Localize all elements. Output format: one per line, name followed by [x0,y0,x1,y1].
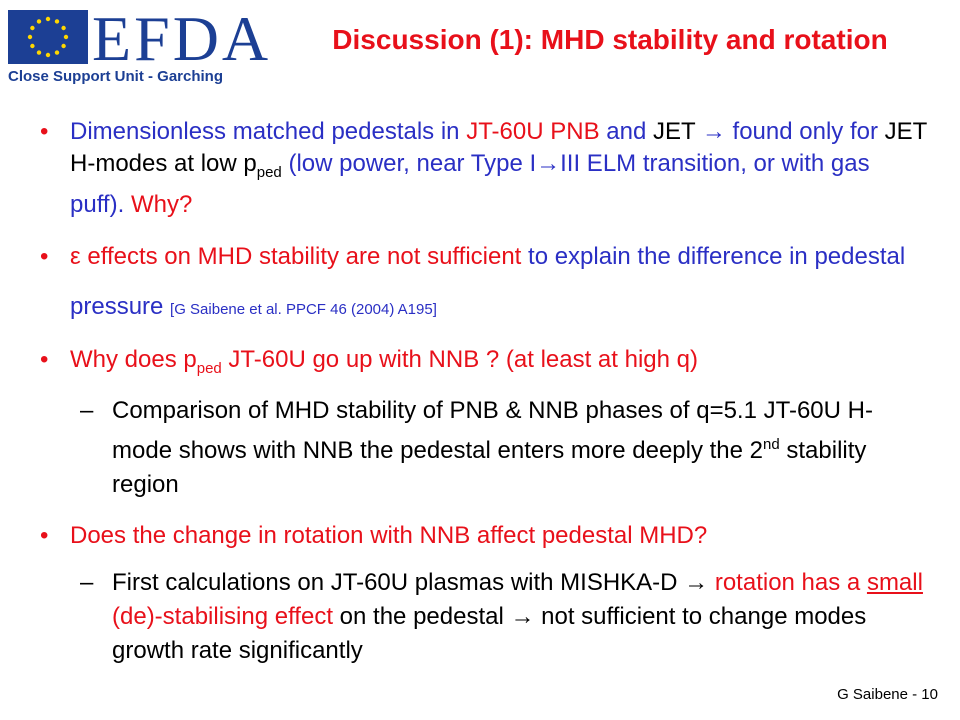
text-run: (low power, near Type I→III ELM transiti… [70,150,870,218]
reference: [G Saibene et al. PPCF 46 (2004) A195] [170,301,437,318]
bullet: Dimensionless matched pedestals in JT-60… [40,116,930,221]
text-run: (de)-stabilising effect [112,603,333,630]
text-run: to explain the difference in pedestal pr… [70,243,906,320]
text-run: rotation has a [708,569,867,596]
text-run: JET H-modes at low p [70,118,927,177]
text-run: → found only for [695,118,885,145]
text-run: on the pedestal → not sufficient to chan… [112,603,867,664]
sub-bullet: First calculations on JT-60U plasmas wit… [80,566,930,668]
text-run: Why does p [70,346,197,373]
eu-flag [8,10,88,64]
text-run: First calculations on JT-60U plasmas wit… [112,569,709,596]
text-run: small [866,569,923,596]
text-run: JET [652,118,696,145]
logo-text: EFDA [92,3,272,74]
subscript: ped [256,163,282,181]
sub-bullet: Comparison of MHD stability of PNB & NNB… [80,394,930,502]
superscript: nd [763,436,780,453]
text-run: stability region [112,437,867,498]
text-run: Does the change in rotation with NNB aff… [70,522,708,549]
text-run: Dimensionless matched pedestals in [70,118,467,145]
text-run: Why? [130,190,193,218]
text-run: ε effects on MHD stability are not suffi… [70,243,522,270]
slide-title: Discussion (1): MHD stability and rotati… [332,24,888,55]
bullet: ε effects on MHD stability are not suffi… [40,232,930,335]
text-run: JT-60U PNB [466,118,600,145]
bullet: Why does pped JT-60U go up with NNB ? (a… [40,344,930,385]
text-run: JT-60U go up with NNB ? (at least at hig… [221,346,698,373]
text-run: and [599,118,653,145]
footer: G Saibene - 10 [837,686,938,703]
subscript: ped [196,359,222,377]
text-run: Comparison of MHD stability of PNB & NNB… [112,397,873,464]
logo-subtitle: Close Support Unit - Garching [8,68,224,85]
bullet: Does the change in rotation with NNB aff… [40,520,930,552]
